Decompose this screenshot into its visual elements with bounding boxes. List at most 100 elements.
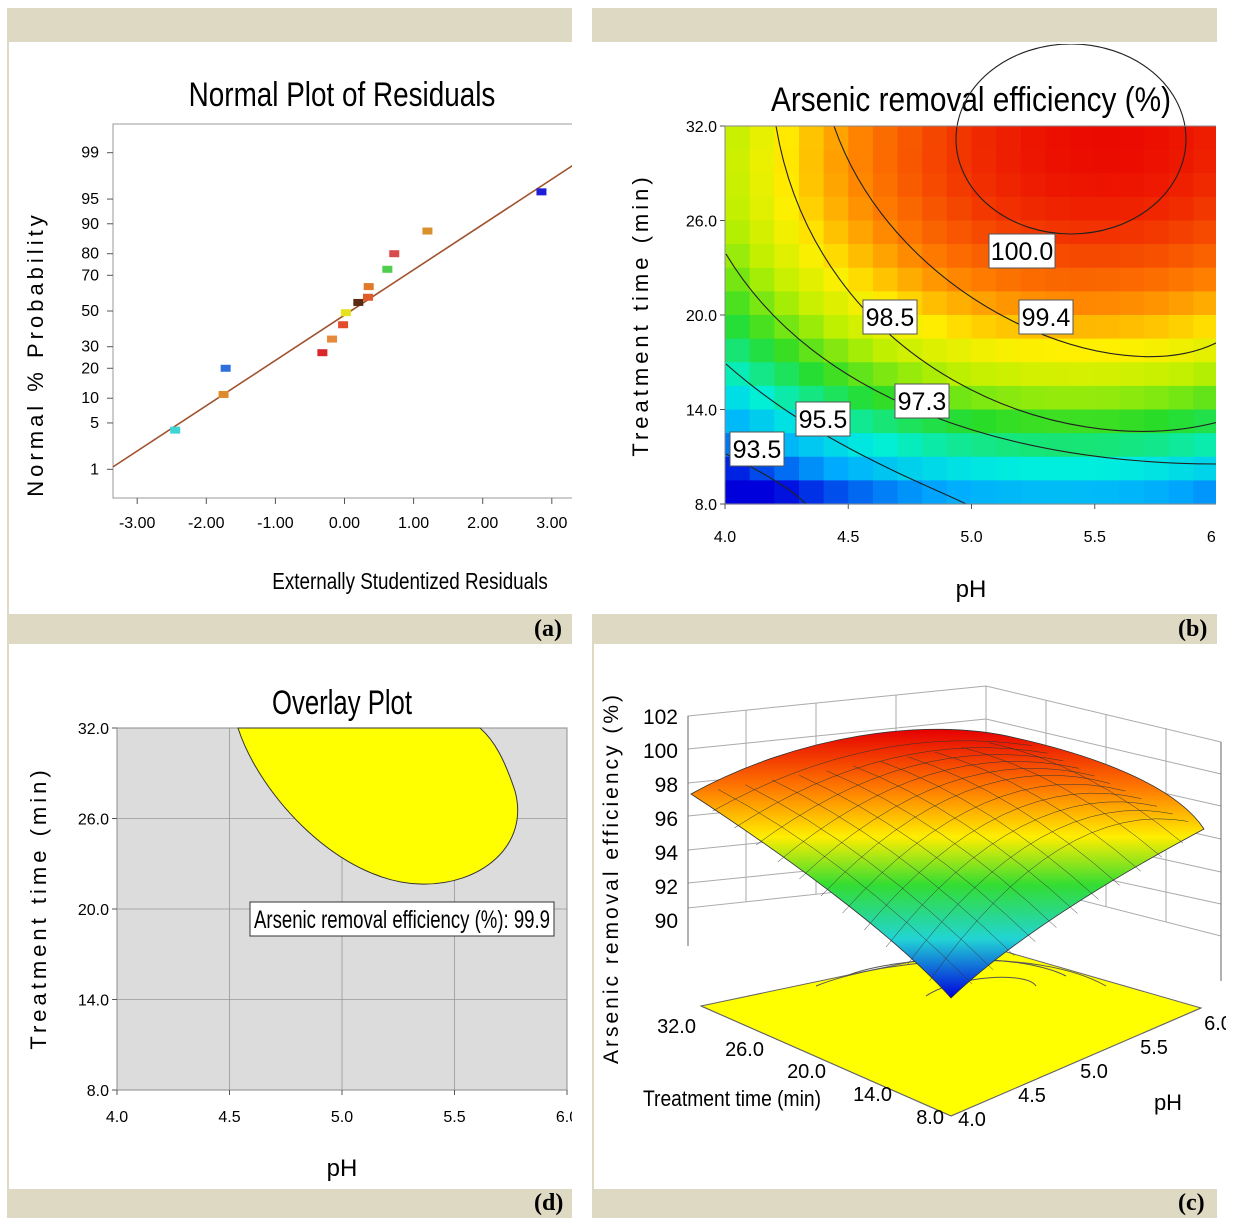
chart-b-heat-cell (1070, 456, 1096, 481)
chart-c-z-tick-label: 102 (643, 706, 678, 729)
chart-b-heat-cell (1193, 173, 1216, 198)
chart-b-heat-cell (971, 480, 997, 505)
chart-b-heat-cell (774, 338, 800, 363)
chart-b-heat-cell (946, 385, 973, 411)
chart-a-data-point (327, 335, 338, 343)
chart-b-heat-cell (1193, 362, 1216, 387)
chart-c-surface (690, 728, 1205, 999)
chart-b-heat-cell (1168, 480, 1194, 505)
chart-b-heat-cell (996, 196, 1022, 222)
chart-d-x-tick-label: 5.5 (443, 1109, 465, 1126)
chart-c-mesh-line (853, 765, 1078, 914)
chart-c-mesh-line (934, 751, 1141, 872)
chart-b-heat-cell (823, 315, 849, 340)
chart-d-x-tick-label: 5.0 (331, 1109, 353, 1126)
chart-b-heat-cell (1193, 385, 1216, 411)
chart-b-heat-cell (749, 338, 775, 363)
panel-label-b: (b) (1178, 616, 1208, 642)
chart-b-x-tick-label: 4.0 (714, 529, 736, 546)
chart-b-heat-cell (897, 267, 923, 292)
chart-b-heat-cell (725, 196, 751, 222)
chart-b-heat-cell (1094, 220, 1120, 245)
chart-a-title: Normal Plot of Residuals (189, 75, 496, 113)
chart-b-heat-cell (1144, 385, 1170, 411)
chart-c-mesh-line (826, 770, 1057, 928)
chart-b-heat-cell (1119, 220, 1145, 245)
chart-b-heat-cell (971, 362, 997, 387)
chart-b-heat-cell (1070, 149, 1096, 174)
chart-b-heat-cell (823, 244, 849, 269)
chart-b-heat-cell (1144, 126, 1170, 151)
chart-b-heat-cell (1070, 196, 1096, 222)
chart-b-y-tick-label: 8.0 (695, 497, 717, 514)
chart-b-heat-cell (1094, 126, 1120, 151)
chart-b-heat-cell (996, 338, 1022, 363)
chart-c-mesh-line (988, 742, 1184, 844)
chart-d-title: Overlay Plot (272, 684, 412, 722)
chart-b-heat-cell (922, 338, 948, 363)
chart-b-heat-cell (996, 433, 1022, 458)
chart-b-heat-cell (872, 149, 899, 174)
chart-b-heat-cell (725, 409, 751, 434)
chart-b-heat-cell (1020, 362, 1047, 387)
chart-b-heat-cell (848, 244, 874, 269)
chart-c-ph-tick-label: 5.5 (1140, 1037, 1168, 1059)
chart-b-heat-cell (946, 244, 973, 269)
chart-b-heat-cell (1144, 244, 1170, 269)
chart-c-mesh-line (717, 789, 973, 985)
chart-b-title: Arsenic removal efficiency (%) (771, 81, 1171, 119)
chart-b-heat-cell (1144, 267, 1170, 292)
chart-c-mesh-line (929, 818, 1189, 982)
chart-b-contour-label-98-5: 98.5 (862, 299, 918, 335)
chart-a-y-tick-label: 95 (81, 191, 99, 208)
chart-b-heat-cell (725, 126, 751, 151)
chart-b-heat-cell (749, 315, 775, 340)
chart-b-heat-cell (1094, 149, 1120, 174)
chart-a-x-tick-label: -2.00 (188, 515, 225, 532)
panel-a-header-band (7, 8, 572, 42)
normal-plot-residuals-chart: Normal Plot of Residuals 1 5 10 20 30 50 70 80 9… (23, 75, 572, 594)
chart-b-x-tick-label: 6.0 (1207, 529, 1216, 546)
chart-b-heat-cell (872, 267, 899, 292)
chart-b-heat-cell (1193, 409, 1216, 434)
chart-d-y-tick-label: 14.0 (78, 993, 109, 1010)
chart-b-heat-cell (774, 480, 800, 505)
chart-a-data-point (362, 293, 373, 301)
contour-label-100: 100.0 (991, 238, 1054, 266)
chart-b-heat-cell (971, 267, 997, 292)
chart-b-heat-cell (798, 126, 825, 151)
chart-b-heat-cell (1070, 126, 1096, 151)
chart-b-heat-cell (897, 220, 923, 245)
chart-b-heat-cell (1144, 149, 1170, 174)
chart-d-y-ticks: 8.0 14.0 20.0 26.0 32.0 (78, 721, 117, 1100)
chart-b-x-tick-label: 4.5 (837, 529, 859, 546)
chart-b-heat-cell (946, 362, 973, 387)
overlay-plot-chart: Overlay Plot Arsenic removal efficiency … (26, 684, 572, 1182)
chart-b-heat-cell (922, 173, 948, 198)
chart-b-heat-cell (774, 244, 800, 269)
chart-b-heat-cell (922, 126, 948, 151)
chart-b-heat-cell (897, 362, 923, 387)
chart-b-heat-cell (996, 126, 1022, 151)
contour-99-4 (833, 125, 1216, 358)
contour-95-5 (725, 363, 967, 505)
chart-a-y-tick-label: 20 (81, 360, 99, 377)
chart-b-heat-cell (823, 267, 849, 292)
chart-a-data-point (363, 283, 374, 291)
chart-b-heat-cell (1045, 480, 1071, 505)
chart-b-y-ticks: 8.0 14.0 20.0 26.0 32.0 (686, 119, 725, 514)
chart-b-heat-cell (1094, 291, 1120, 316)
chart-b-heat-cell (1144, 196, 1170, 222)
chart-b-heat-cell (1070, 244, 1096, 269)
chart-b-heat-cell (1193, 196, 1216, 222)
chart-b-heat-cell (749, 220, 775, 245)
chart-b-heat-cell (922, 480, 948, 505)
chart-b-heat-cell (774, 409, 800, 434)
chart-a-x-tick-label: 0.00 (329, 515, 360, 532)
chart-b-heat-cell (1020, 385, 1047, 411)
chart-b-heat-cell (946, 456, 973, 481)
chart-a-data-point (389, 250, 400, 258)
chart-a-data-point (317, 349, 328, 357)
chart-b-heat-cell (872, 456, 899, 481)
chart-b-heat-cell (971, 291, 997, 316)
